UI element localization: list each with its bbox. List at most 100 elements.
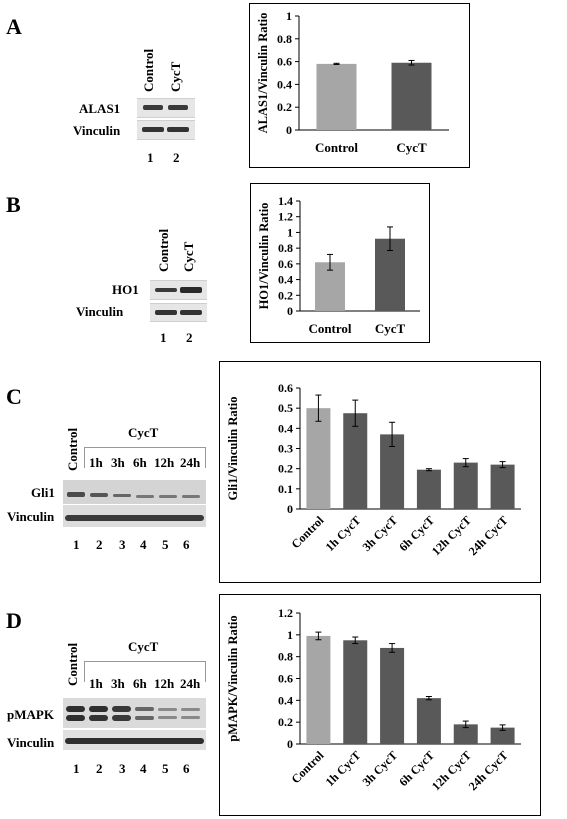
blot-d-row-label-vinculin: Vinculin [7,735,55,750]
blot-a-column-label-cyct: CycT [168,61,183,92]
y-axis-label: HO1/Vinculin Ratio [257,203,271,310]
chart-frame [219,361,541,583]
blot-band [66,715,85,721]
y-tick-label: 1.2 [278,606,293,620]
blot-band [89,715,108,721]
blot-d-time-24h: 24h [180,676,201,691]
blot-c-group-label-cyct: CycT [128,425,159,440]
blot-d-lane-1: 1 [73,761,80,776]
blot-c-time-24h: 24h [180,455,201,470]
panel-letter-b: B [6,192,21,217]
y-axis-label: ALAS1/Vinculin Ratio [256,13,270,134]
y-tick-label: 0.5 [278,401,293,415]
bar [453,724,478,744]
blot-d-time-1h: 1h [89,676,103,691]
bar [416,698,441,744]
bar [306,408,331,509]
blot-c-lane-3: 3 [119,537,126,552]
blot-band [113,494,131,497]
blot-d-pmapk-strip [63,698,206,728]
blot-band [112,706,131,712]
blot-c-group-bracket [84,447,206,468]
x-tick-label: Control [308,321,351,336]
x-tick-label: CycT [396,140,427,155]
chart-frame [249,3,470,168]
blot-a-alas1-strip [137,98,195,118]
blot-band [158,716,177,719]
blot-d-time-6h: 6h [133,676,147,691]
blot-band [135,716,154,720]
y-tick-label: 0.4 [278,693,293,707]
blot-b-column-label-control: Control [156,228,171,272]
y-tick-label: 0.6 [278,257,293,271]
blot-a-row-label-vinculin: Vinculin [73,123,121,138]
y-axis-label: pMAPK/Vinculin Ratio [226,615,240,741]
bar [316,63,357,130]
bar [391,62,432,130]
blot-band [168,105,188,110]
blot-d-group-bracket [84,661,206,682]
y-tick-label: 1.2 [278,210,293,224]
blot-a-column-label-control: Control [141,48,156,92]
bar [416,469,441,509]
blot-c-control-label: Control [65,427,80,471]
y-tick-label: 1 [287,628,293,642]
blot-b-vinculin-strip [150,303,207,322]
chart-a: 0 0.2 0.4 0.6 0.8 1 ALAS1/Vinculin Ratio Contro… [249,3,470,168]
y-tick-label: 0.2 [277,100,292,114]
blot-a-vinculin-strip [137,120,195,140]
blot-a-lane-2: 2 [173,150,180,165]
blot-d-row-label-pmapk: pMAPK [7,707,54,722]
chart-frame [219,594,541,816]
blot-d-group-label-cyct: CycT [128,639,159,654]
blot-band [135,707,154,711]
blot-band [155,288,177,292]
y-tick-label: 0.8 [278,650,293,664]
blot-b-ho1-strip [150,280,207,300]
blot-band [182,495,200,498]
y-tick-label: 0 [287,737,293,751]
y-tick-label: 0.3 [278,442,293,456]
blot-c-lane-1: 1 [73,537,80,552]
blot-c-row-label-vinculin: Vinculin [7,509,55,524]
y-tick-label: 1 [286,9,292,23]
y-tick-label: 0.4 [277,77,292,91]
blot-c-row-label-gli1: Gli1 [31,485,55,500]
blot-c-lane-4: 4 [140,537,147,552]
x-tick-label: CycT [375,321,406,336]
blot-b-lane-2: 2 [186,330,193,345]
y-tick-label: 0.8 [278,241,293,255]
bar [490,464,515,509]
blot-d-lane-2: 2 [96,761,103,776]
blot-d-lane-5: 5 [162,761,169,776]
panel-letter-d: D [6,608,22,633]
blot-band [136,495,154,498]
blot-band [89,706,108,712]
blot-d-lane-4: 4 [140,761,147,776]
y-tick-label: 0.2 [278,462,293,476]
y-tick-label: 0 [286,123,292,137]
y-tick-label: 0.6 [277,55,292,69]
blot-band [142,127,164,132]
blot-band [65,738,204,744]
blot-band [65,515,204,521]
y-tick-label: 0.6 [278,672,293,686]
y-tick-label: 0.8 [277,32,292,46]
blot-band [155,310,177,315]
bar [306,635,331,744]
y-tick-label: 0 [287,304,293,318]
panel-letter-a: A [6,14,22,39]
blot-band [180,310,202,315]
panel-letter-c: C [6,384,22,409]
bar [343,413,368,509]
blot-band [158,708,177,711]
blot-band [167,127,189,132]
y-tick-label: 0.6 [278,381,293,395]
blot-c-vinculin-strip [63,505,206,527]
blot-b-lane-1: 1 [160,330,167,345]
blot-c-lane-5: 5 [162,537,169,552]
blot-band [181,716,200,719]
y-tick-label: 0 [287,502,293,516]
